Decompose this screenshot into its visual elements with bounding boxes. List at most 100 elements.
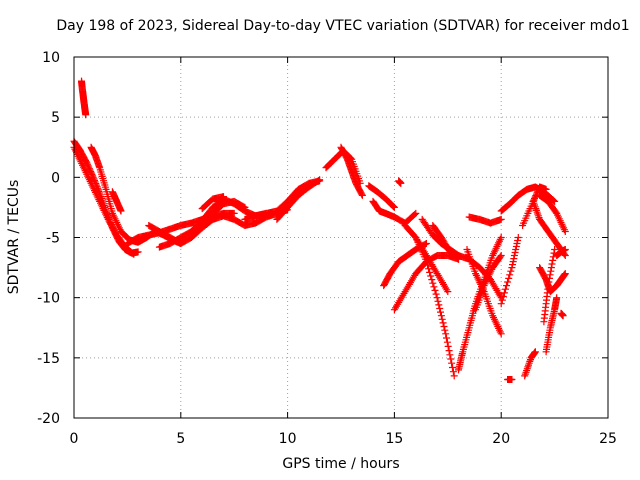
data-point	[315, 177, 323, 184]
data-point	[128, 249, 136, 257]
data-point	[553, 294, 561, 302]
data-point	[446, 351, 454, 359]
data-point	[110, 226, 118, 234]
x-tick-label: 10	[279, 431, 297, 447]
data-point	[220, 193, 227, 201]
series-arc-27	[472, 252, 505, 314]
x-tick-label: 20	[492, 431, 510, 447]
data-point	[106, 219, 114, 227]
data-point	[507, 267, 515, 275]
data-point	[389, 202, 397, 210]
data-point	[500, 289, 508, 297]
data-point	[509, 261, 516, 269]
data-point	[497, 300, 505, 308]
series-arc-26	[463, 246, 505, 338]
data-point	[443, 338, 451, 346]
data-point	[448, 359, 456, 367]
data-point	[497, 215, 505, 223]
y-tick-label: -15	[37, 351, 60, 367]
data-point	[447, 355, 455, 363]
data-point	[433, 294, 441, 302]
data-point	[561, 270, 569, 278]
series-arc-3	[78, 77, 90, 119]
data-point	[432, 290, 440, 298]
data-point	[130, 250, 138, 258]
data-point	[108, 222, 116, 230]
series-arc-21	[412, 234, 458, 380]
data-point	[561, 228, 569, 235]
data-point	[512, 246, 520, 253]
x-tick-label: 5	[176, 431, 185, 447]
data-point	[547, 267, 555, 275]
data-point	[561, 246, 569, 253]
data-point	[503, 282, 510, 290]
data-point	[436, 305, 444, 312]
series-arc-40	[557, 309, 567, 320]
data-point	[437, 312, 445, 320]
y-tick-label: -5	[46, 231, 60, 247]
x-tick-label: 0	[70, 431, 79, 447]
data-point	[390, 203, 397, 211]
series-arc-24	[455, 234, 505, 374]
y-tick-label: -10	[37, 291, 60, 307]
series-arc-14	[337, 143, 366, 199]
data-point	[427, 272, 435, 280]
data-point	[440, 323, 448, 330]
data-point	[82, 111, 90, 119]
series-arc-38	[542, 294, 561, 356]
axis-ticks	[73, 56, 609, 419]
data-point	[107, 220, 115, 228]
data-point	[411, 210, 419, 218]
data-point	[442, 330, 450, 338]
data-point	[429, 279, 437, 287]
data-point	[542, 185, 550, 193]
data-point	[551, 197, 559, 205]
x-tick-label: 15	[385, 431, 403, 447]
data-point	[424, 261, 431, 269]
data-point	[450, 372, 458, 380]
data-point	[497, 252, 505, 259]
data-point	[435, 301, 443, 309]
series-arc-2	[70, 143, 138, 258]
data-point	[531, 348, 539, 356]
data-point	[510, 252, 518, 259]
data-point	[109, 225, 117, 233]
data-point	[545, 278, 553, 286]
data-point	[497, 330, 505, 338]
data-point	[422, 240, 430, 247]
data-point	[129, 250, 137, 258]
data-point	[425, 265, 433, 273]
data-point	[444, 342, 452, 350]
series-arc-23	[429, 222, 462, 263]
series-arc-5	[108, 188, 125, 215]
series-arc-29	[497, 183, 559, 215]
data-point	[502, 285, 509, 293]
series-arc-35	[521, 348, 539, 380]
data-point	[510, 255, 518, 263]
y-tick-label: 10	[42, 50, 60, 66]
data-point	[497, 234, 505, 241]
data-point	[117, 207, 125, 215]
data-point	[496, 253, 504, 261]
data-point	[105, 217, 113, 225]
data-point	[445, 347, 453, 355]
data-point	[508, 376, 516, 383]
x-tick-label: 25	[599, 431, 617, 447]
data-point	[511, 249, 519, 256]
series-arc-31	[504, 376, 516, 383]
data-point	[397, 179, 405, 187]
data-point	[111, 228, 119, 236]
data-point	[559, 312, 567, 320]
series-arc-28	[465, 213, 505, 227]
y-tick-label: -20	[37, 411, 60, 427]
data-point	[504, 278, 512, 286]
data-point	[449, 364, 456, 371]
series-arc-12	[273, 176, 324, 223]
data-point	[437, 308, 444, 316]
y-tick-label: 5	[51, 110, 60, 126]
data-point	[514, 237, 522, 244]
data-point	[412, 209, 420, 217]
data-point	[358, 191, 366, 199]
data-point	[428, 276, 436, 284]
